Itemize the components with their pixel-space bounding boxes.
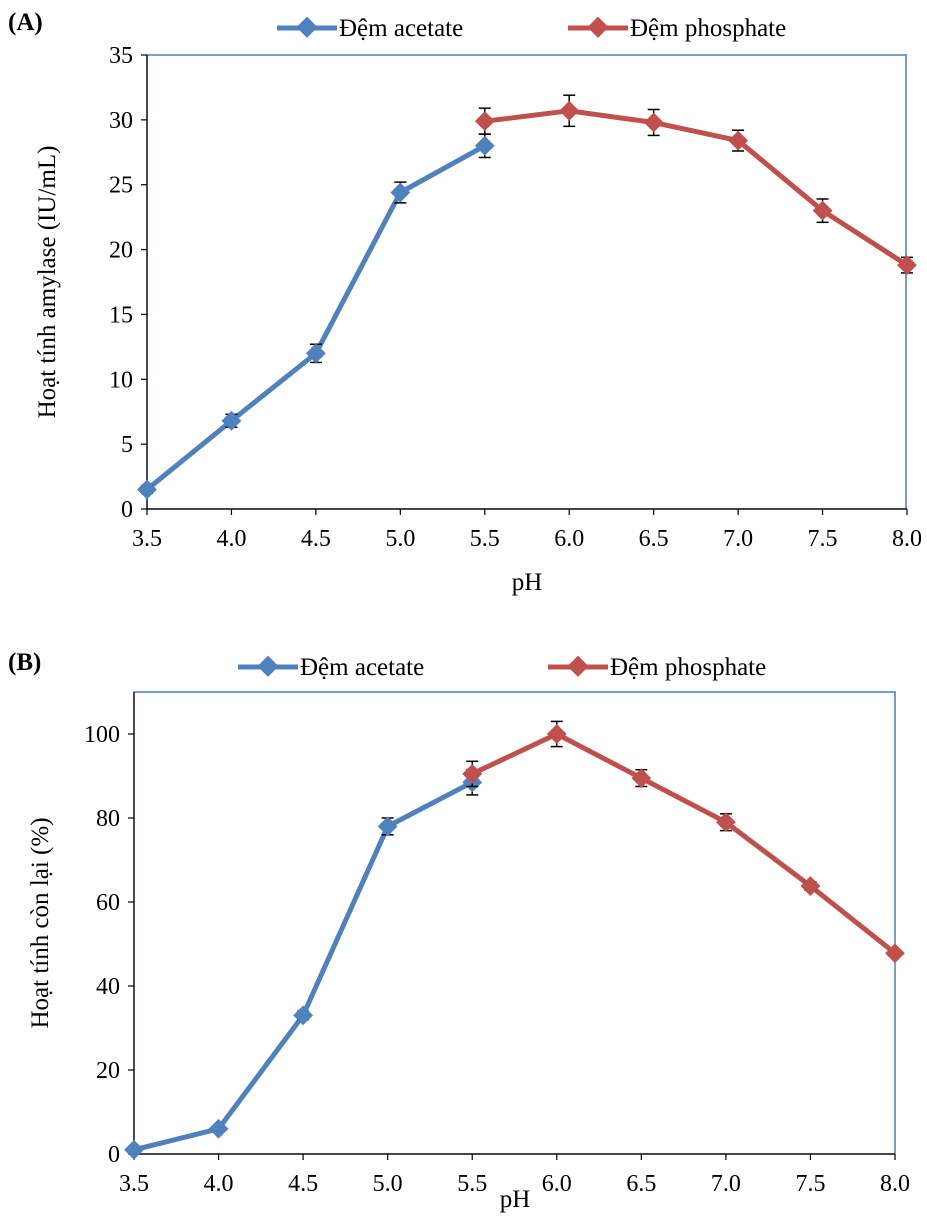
legend-acetate-label: Đệm acetate [339, 15, 463, 42]
data-point-marker [377, 816, 398, 837]
plot-area [133, 691, 896, 1155]
data-point-marker [643, 112, 664, 133]
y-tick-label: 10 [109, 367, 133, 393]
data-point-marker [474, 135, 495, 156]
x-tick-label: 8.0 [880, 1171, 910, 1197]
chart-panel-a: (A) Đệm acetate Đệm phosphate 3.5 4.0 4.5 5… [8, 9, 922, 596]
x-tick-label: 4.5 [288, 1171, 318, 1197]
data-point-marker [546, 724, 567, 744]
panel-label: (A) [8, 9, 43, 36]
legend-acetate-marker [257, 655, 279, 677]
y-tick-label: 15 [109, 302, 133, 328]
y-tick-label: 20 [96, 1058, 120, 1084]
legend-phosphate-label: Đệm phosphate [630, 15, 786, 42]
x-tick-label: 4.0 [216, 526, 246, 552]
legend-phosphate-marker [567, 655, 589, 677]
x-axis-ticks: 3.5 4.0 4.5 5.0 5.5 6.0 6.5 7.0 7.5 8.0 [119, 1154, 910, 1197]
series-line [145, 143, 487, 492]
series-line [471, 731, 897, 956]
x-tick-label: 8.0 [892, 526, 922, 552]
data-point-marker [474, 111, 495, 132]
x-tick-label: 3.5 [119, 1171, 149, 1197]
panel-label: (B) [8, 649, 41, 676]
data-point-marker [715, 812, 736, 833]
plot-series [124, 720, 905, 1160]
data-point-marker [559, 100, 580, 121]
legend-acetate-marker [296, 16, 318, 38]
x-tick-label: 6.0 [542, 1171, 572, 1197]
x-tick-label: 6.5 [626, 1171, 656, 1197]
x-tick-label: 5.0 [373, 1171, 403, 1197]
y-tick-label: 0 [121, 497, 133, 523]
x-tick-label: 4.0 [204, 1171, 234, 1197]
data-point-marker [728, 130, 748, 151]
y-tick-label: 30 [109, 108, 133, 134]
data-point-marker [124, 1139, 144, 1160]
y-axis-title: Hoạt tính còn lại (%) [27, 817, 54, 1028]
data-point-marker [812, 200, 833, 221]
y-tick-label: 100 [84, 722, 120, 748]
y-axis-ticks: 0 20 40 60 80 100 [84, 722, 134, 1168]
x-axis-ticks: 3.5 4.0 4.5 5.0 5.5 6.0 6.5 7.0 7.5 8.0 [132, 509, 922, 552]
series-phosphate [474, 94, 917, 276]
data-point-marker [800, 876, 821, 896]
legend-phosphate-label: Đệm phosphate [610, 654, 766, 681]
y-axis-ticks: 0 5 10 15 20 25 30 35 [109, 43, 147, 523]
chart-panel-b: (B) Đệm acetate Đệm phosphate 3.5 4.0 4.5 5… [8, 649, 910, 1213]
data-point-marker [137, 479, 157, 500]
x-tick-label: 6.5 [639, 526, 669, 552]
data-point-marker [305, 343, 326, 364]
x-tick-label: 7.0 [723, 526, 753, 552]
y-axis-title: Hoạt tính amylase (IU/mL) [34, 146, 61, 419]
x-tick-label: 4.5 [301, 526, 331, 552]
y-tick-label: 5 [121, 432, 133, 458]
data-point-marker [897, 255, 917, 276]
x-tick-label: 5.0 [385, 526, 415, 552]
data-point-marker [631, 768, 652, 789]
data-point-marker [221, 410, 242, 431]
y-tick-label: 40 [96, 974, 120, 1000]
legend: Đệm acetate Đệm phosphate [277, 15, 786, 42]
legend: Đệm acetate Đệm phosphate [238, 654, 766, 681]
data-point-marker [293, 1005, 314, 1026]
x-axis-title: pH [512, 569, 543, 596]
x-tick-label: 7.5 [808, 526, 838, 552]
legend-acetate-label: Đệm acetate [300, 654, 424, 681]
series-acetate [124, 768, 483, 1160]
x-tick-label: 5.5 [470, 526, 500, 552]
x-axis-title: pH [500, 1186, 531, 1213]
data-point-marker [462, 764, 483, 784]
x-tick-label: 7.5 [795, 1171, 825, 1197]
y-tick-label: 25 [109, 173, 133, 199]
plot-series [137, 94, 917, 500]
data-point-marker [390, 182, 411, 203]
legend-phosphate-marker [587, 16, 609, 38]
series-line [133, 780, 474, 1153]
y-tick-label: 35 [109, 43, 133, 69]
x-tick-label: 3.5 [132, 526, 162, 552]
series-acetate [137, 133, 495, 500]
series-phosphate [462, 720, 905, 964]
x-tick-label: 5.5 [457, 1171, 487, 1197]
series-line [484, 108, 909, 268]
x-tick-label: 6.0 [554, 526, 584, 552]
y-tick-label: 60 [96, 890, 120, 916]
y-tick-label: 80 [96, 806, 120, 832]
y-tick-label: 0 [108, 1142, 120, 1168]
x-tick-label: 7.0 [711, 1171, 741, 1197]
plot-area [146, 54, 907, 510]
y-tick-label: 20 [109, 238, 133, 264]
